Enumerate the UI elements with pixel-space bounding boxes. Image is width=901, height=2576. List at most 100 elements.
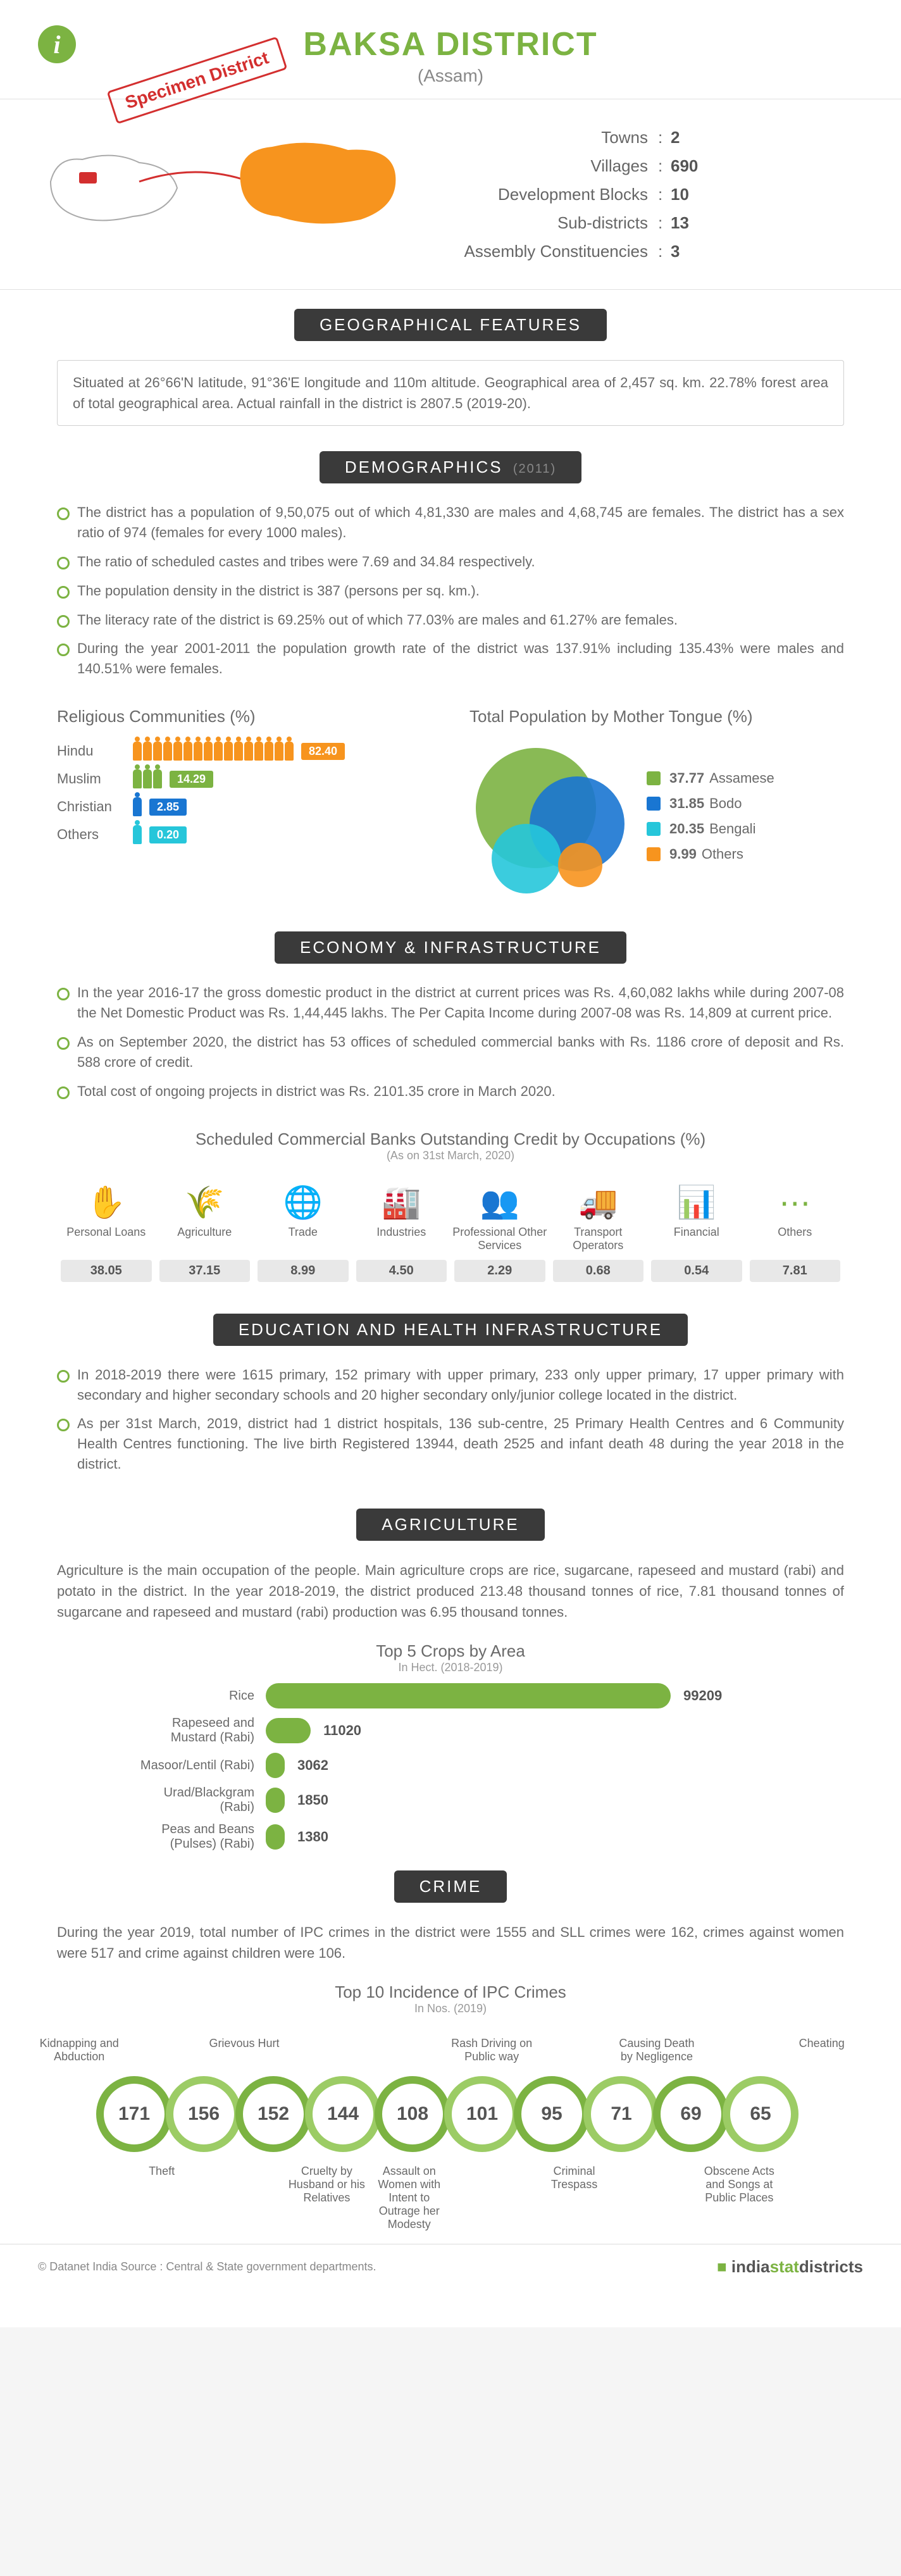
legend-value: 20.35: [669, 821, 704, 837]
occupation-icon: 🌐: [254, 1184, 352, 1222]
header-stat-row: Villages : 690: [430, 156, 863, 176]
occupation-label: Industries: [352, 1226, 451, 1255]
crime-chart: Kidnapping and AbductionGrievous HurtRas…: [0, 2024, 901, 2244]
crime-circles: 17115615214410810195716965: [38, 2076, 863, 2152]
occupation-label: Others: [746, 1226, 845, 1255]
occupation-icon: ✋: [57, 1184, 156, 1222]
ribbon-edu: EDUCATION AND HEALTH INFRASTRUCTURE: [0, 1314, 901, 1346]
crime-label-top: [698, 2037, 780, 2063]
stat-value: 13: [671, 213, 689, 233]
stat-value: 2: [671, 128, 680, 147]
person-icon: [153, 742, 162, 761]
bullet-item: The ratio of scheduled castes and tribes…: [57, 552, 844, 572]
demo-bullets: The district has a population of 9,50,07…: [57, 502, 844, 679]
heading-demo: DEMOGRAPHICS (2011): [320, 451, 581, 483]
crime-label-top: [285, 2037, 368, 2063]
crime-circle: 156: [166, 2076, 242, 2152]
occupation-item: ✋ Personal Loans 38.05: [57, 1184, 156, 1282]
occupation-value: 0.68: [553, 1260, 644, 1282]
crime-label-bottom: Obscene Acts and Songs at Public Places: [698, 2165, 780, 2231]
map-block: [38, 118, 430, 270]
crime-label-top: [121, 2037, 203, 2063]
bullet-item: As per 31st March, 2019, district had 1 …: [57, 1414, 844, 1474]
district-map-icon: [228, 125, 405, 239]
occupation-label: Personal Loans: [57, 1226, 156, 1255]
legend-label: Assamese: [709, 770, 774, 787]
religion-rows: Hindu 82.40Muslim 14.29Christian 2.85Oth…: [57, 742, 432, 844]
mother-tongue-legend: 37.77 Assamese 31.85 Bodo 20.35 Bengali …: [647, 770, 774, 871]
occupation-label: Transport Operators: [549, 1226, 648, 1255]
person-icon: [224, 742, 233, 761]
occupation-value: 8.99: [258, 1260, 349, 1282]
crop-bar-wrap: 11020: [266, 1718, 774, 1743]
religion-label: Muslim: [57, 771, 133, 787]
stat-value: 690: [671, 156, 698, 176]
crime-circle: 101: [444, 2076, 520, 2152]
geo-text: Situated at 26°66'N latitude, 91°36'E lo…: [57, 360, 844, 426]
bullet-item: The district has a population of 9,50,07…: [57, 502, 844, 543]
mother-tongue-title: Total Population by Mother Tongue (%): [469, 707, 844, 726]
crime-circle: 95: [514, 2076, 590, 2152]
crop-label: Peas and Beans (Pulses) (Rabi): [127, 1822, 266, 1851]
bubble-chart: [469, 742, 628, 900]
crime-label-bottom: Theft: [121, 2165, 203, 2231]
crime-label-top: Rash Driving on Public way: [450, 2037, 533, 2063]
crop-bar-wrap: 1380: [266, 1824, 774, 1850]
crop-label: Urad/Blackgram (Rabi): [127, 1786, 266, 1815]
crime-label-bottom: Assault on Women with Intent to Outrage …: [368, 2165, 450, 2231]
person-icon: [133, 769, 142, 788]
occupation-label: Financial: [647, 1226, 746, 1255]
occupation-strip: ✋ Personal Loans 38.05🌾 Agriculture 37.1…: [0, 1171, 901, 1295]
stat-sep: :: [658, 213, 671, 233]
bullet-item: In 2018-2019 there were 1615 primary, 15…: [57, 1365, 844, 1405]
legend-swatch: [647, 797, 661, 811]
crop-bar-wrap: 3062: [266, 1753, 774, 1778]
legend-swatch: [647, 771, 661, 785]
religion-row: Christian 2.85: [57, 797, 432, 816]
person-icon: [153, 769, 162, 788]
crop-bar-wrap: 1850: [266, 1788, 774, 1813]
crop-label: Rapeseed and Mustard (Rabi): [127, 1716, 266, 1745]
crime-label-bottom: [450, 2165, 533, 2231]
person-icon: [214, 742, 223, 761]
legend-row: 20.35 Bengali: [647, 821, 774, 837]
religion-title: Religious Communities (%): [57, 707, 432, 726]
crime-label-bottom: Criminal Trespass: [533, 2165, 616, 2231]
person-icon: [204, 742, 213, 761]
person-icon: [173, 742, 182, 761]
occupation-icon: ⋯: [746, 1184, 845, 1222]
crop-row: Rice 99209: [127, 1683, 774, 1708]
legend-value: 37.77: [669, 770, 704, 787]
edu-body: In 2018-2019 there were 1615 primary, 15…: [0, 1359, 901, 1490]
crop-bar: [266, 1718, 311, 1743]
footer-logo: ■ indiastatdistricts: [717, 2257, 863, 2277]
person-icon: [244, 742, 253, 761]
info-icon: i: [38, 25, 76, 63]
stat-sep: :: [658, 128, 671, 147]
crime-label-bottom: [616, 2165, 698, 2231]
stat-value: 10: [671, 185, 689, 204]
occupation-icon: 🏭: [352, 1184, 451, 1222]
occupation-value: 38.05: [61, 1260, 152, 1282]
page: i BAKSA DISTRICT (Assam) Specimen Distri…: [0, 0, 901, 2327]
stat-label: Sub-districts: [430, 213, 658, 233]
stat-label: Development Blocks: [430, 185, 658, 204]
ribbon-econ: ECONOMY & INFRASTRUCTURE: [0, 931, 901, 964]
person-icon: [264, 742, 273, 761]
crops-title: Top 5 Crops by Area: [0, 1641, 901, 1661]
crime-label-top: Causing Death by Negligence: [616, 2037, 698, 2063]
occupation-value: 37.15: [159, 1260, 251, 1282]
person-icon: [133, 742, 142, 761]
religion-row: Hindu 82.40: [57, 742, 432, 761]
bullet-item: During the year 2001-2011 the population…: [57, 638, 844, 679]
footer-source: © Datanet India Source : Central & State…: [38, 2260, 376, 2274]
religion-value: 2.85: [149, 799, 187, 816]
religion-label: Christian: [57, 799, 133, 815]
page-title: BAKSA DISTRICT: [38, 25, 863, 63]
bullet-item: As on September 2020, the district has 5…: [57, 1032, 844, 1073]
occupation-item: 🌾 Agriculture 37.15: [156, 1184, 254, 1282]
occupation-icon: 🌾: [156, 1184, 254, 1222]
crime-circle: 152: [235, 2076, 311, 2152]
person-icon: [143, 769, 152, 788]
occupation-item: ⋯ Others 7.81: [746, 1184, 845, 1282]
